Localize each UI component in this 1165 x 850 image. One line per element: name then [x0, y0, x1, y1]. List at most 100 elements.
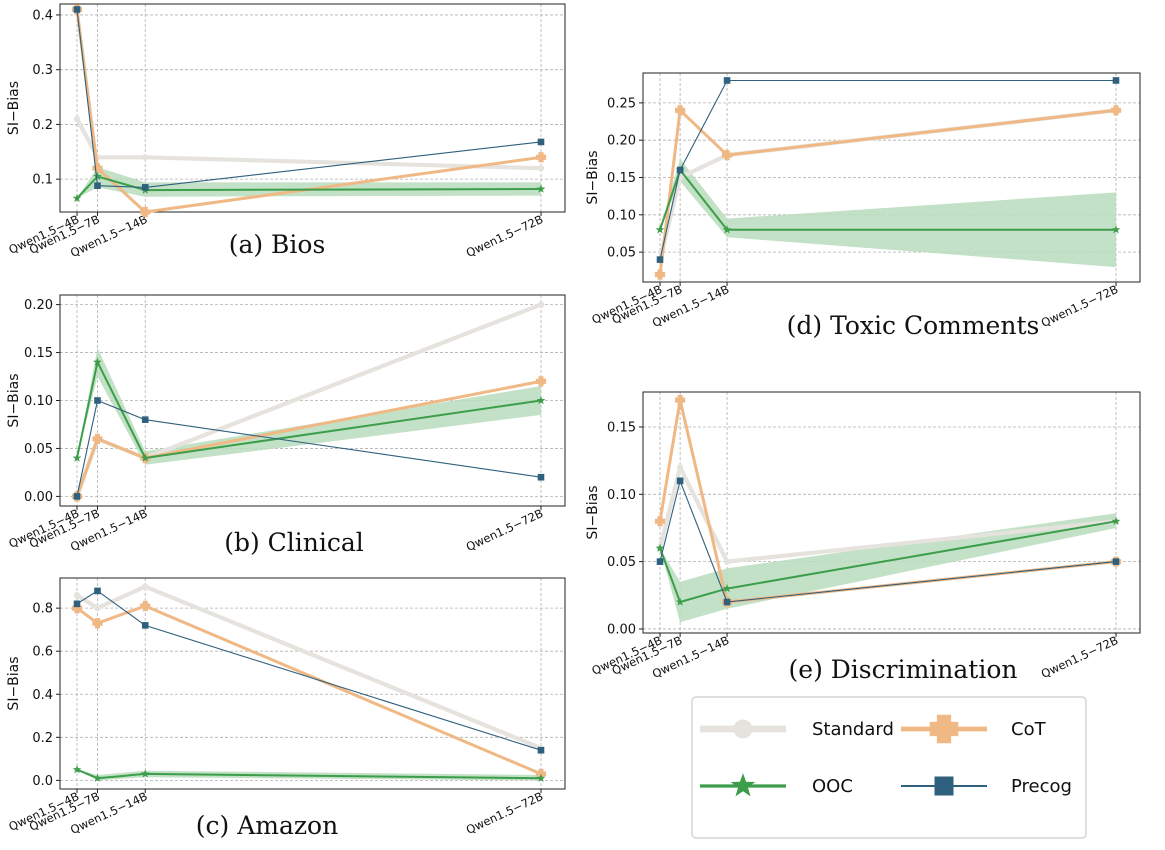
ooc-point — [536, 395, 546, 405]
cot-point — [140, 206, 151, 218]
y-tick-label: 0.15 — [607, 171, 636, 186]
legend-marker — [934, 776, 954, 796]
y-tick-label: 0.25 — [607, 96, 636, 111]
legend-frame — [691, 696, 1087, 839]
ooc-point — [140, 453, 150, 462]
precog-point — [1112, 558, 1120, 565]
precog-point — [656, 558, 664, 565]
precog-point — [723, 598, 731, 606]
standard-point — [73, 115, 81, 123]
ooc-point — [93, 171, 102, 181]
standard-point — [676, 464, 684, 471]
precog-point — [141, 622, 149, 629]
precog-point — [94, 587, 101, 595]
standard-series-line — [75, 117, 542, 171]
legend-entry-precog: Precog — [901, 776, 1072, 797]
cot-point — [1110, 105, 1122, 116]
standard-series-line — [75, 584, 542, 751]
precog-point — [94, 397, 101, 404]
x-tick-label: Qwen1.5−72B — [464, 789, 545, 837]
precog-point — [141, 416, 149, 423]
y-tick-label: 0.20 — [24, 298, 53, 313]
y-tick-label: 0.15 — [607, 421, 636, 436]
precog-point — [656, 256, 664, 263]
y-tick-label: 0.05 — [607, 246, 636, 261]
panel-caption: (c) Amazon — [196, 811, 338, 840]
y-tick-label: 0.6 — [32, 645, 53, 660]
cot-point — [140, 600, 151, 612]
x-tick-label: Qwen1.5−72B — [1039, 282, 1120, 330]
panel-caption: (e) Discrimination — [789, 655, 1018, 684]
legend-items: Standard CoT OOC Precog — [700, 714, 1072, 797]
y-tick-label: 0.05 — [607, 555, 636, 570]
standard-point — [142, 583, 149, 590]
ooc-point — [1111, 225, 1121, 234]
y-axis-label: SI−Bias — [6, 656, 22, 710]
standard-series-line — [657, 465, 1117, 564]
precog-point — [73, 600, 81, 608]
ooc-point — [655, 225, 665, 234]
y-axis-label: SI−Bias — [6, 81, 22, 135]
ooc-confidence-band — [660, 158, 1116, 268]
y-tick-label: 0.05 — [24, 442, 53, 457]
legend-label: OOC — [812, 776, 853, 797]
plot-frame — [642, 72, 1141, 283]
cot-point — [721, 150, 733, 161]
legend-entry-ooc: OOC — [700, 773, 853, 797]
legend-marker — [730, 773, 756, 797]
precog-point — [676, 166, 684, 174]
plot-frame — [642, 391, 1141, 634]
ooc-point — [536, 773, 546, 782]
cot-point — [654, 516, 666, 527]
panel-caption: (d) Toxic Comments — [787, 311, 1040, 340]
precog-point — [537, 473, 545, 481]
cot-series-line — [76, 604, 542, 776]
standard-point — [94, 604, 101, 612]
cot-point — [675, 394, 686, 406]
legend-marker — [733, 719, 753, 739]
panel-amazon: 0.00.20.40.60.8Qwen1.5−4BQwen1.5−7BQwen1… — [6, 577, 566, 840]
y-tick-label: 0.2 — [32, 118, 53, 133]
y-tick-label: 0.00 — [24, 490, 53, 505]
ooc-point — [536, 184, 546, 193]
y-tick-label: 0.1 — [32, 173, 53, 188]
panel-clinical: 0.000.050.100.150.20Qwen1.5−4BQwen1.5−7B… — [6, 294, 566, 557]
ooc-point — [93, 357, 102, 366]
legend-label: Standard — [812, 719, 894, 740]
y-tick-label: 0.8 — [32, 602, 53, 617]
y-tick-label: 0.00 — [607, 622, 636, 637]
ooc-confidence-band — [77, 167, 541, 199]
precog-point — [141, 184, 149, 191]
ooc-point — [140, 769, 150, 778]
y-tick-label: 0.20 — [607, 134, 636, 149]
cot-point — [535, 152, 547, 163]
y-tick-label: 0.15 — [24, 346, 53, 361]
panel-discrimination: 0.000.050.100.15Qwen1.5−4BQwen1.5−7BQwen… — [585, 391, 1141, 684]
cot-series-line — [75, 379, 542, 497]
legend-entry-standard: Standard — [700, 719, 894, 740]
y-axis-label: SI−Bias — [585, 485, 601, 539]
panel-caption: (a) Bios — [229, 230, 326, 259]
cot-series-line — [658, 108, 1117, 275]
y-tick-label: 0.2 — [32, 731, 53, 746]
plot-frame — [59, 577, 566, 790]
standard-point — [142, 154, 149, 161]
ooc-point — [722, 583, 732, 593]
plot-frame — [59, 3, 566, 213]
precog-point — [723, 77, 731, 84]
x-tick-label: Qwen1.5−72B — [464, 212, 545, 260]
standard-point — [73, 592, 81, 599]
precog-point — [73, 6, 81, 13]
legend-label: Precog — [1011, 776, 1072, 797]
precog-series-line — [659, 79, 1116, 260]
cot-point — [92, 618, 103, 629]
standard-point — [723, 558, 731, 565]
ooc-series-line — [659, 520, 1117, 603]
ooc-point — [1111, 516, 1121, 525]
precog-point — [537, 746, 545, 754]
legend-label: CoT — [1011, 719, 1047, 740]
ooc-point — [72, 453, 82, 462]
precog-point — [537, 138, 545, 146]
precog-series-line — [76, 590, 542, 751]
